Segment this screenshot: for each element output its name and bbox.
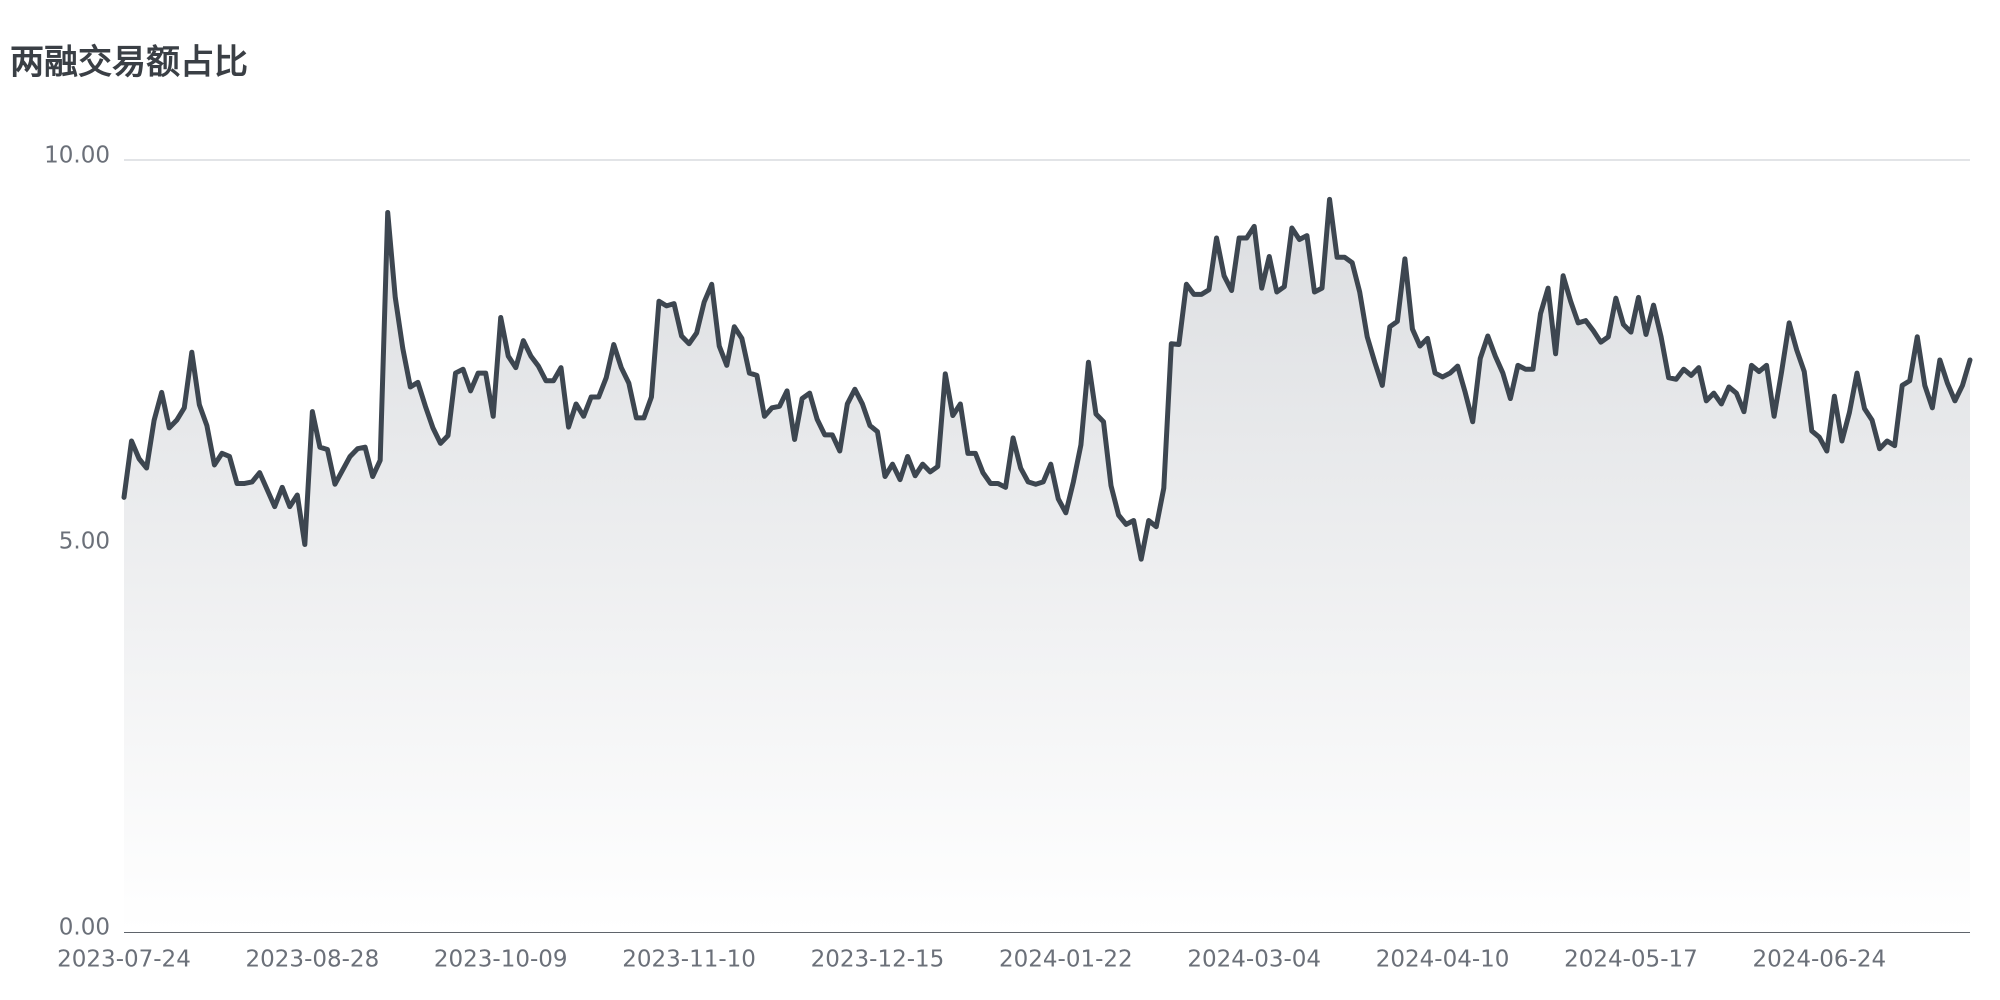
line xyxy=(121,196,1973,562)
x-tick-label: 2024-03-04 xyxy=(1187,947,1321,973)
x-tick-label: 2024-05-17 xyxy=(1564,947,1698,973)
y-tick-label: 10.00 xyxy=(44,143,110,169)
x-tick-label: 2023-11-10 xyxy=(622,947,756,973)
x-tick-label: 2024-04-10 xyxy=(1376,947,1510,973)
x-tick-label: 2024-01-22 xyxy=(999,947,1133,973)
x-tick-label: 2023-08-28 xyxy=(246,947,380,973)
x-tick-label: 2023-10-09 xyxy=(434,947,568,973)
x-tick-label: 2023-12-15 xyxy=(811,947,945,973)
y-tick-label: 5.00 xyxy=(59,529,110,555)
chart-title: 两融交易额占比 xyxy=(10,43,248,83)
y-tick-label: 0.00 xyxy=(59,915,110,941)
x-tick-label: 2024-06-24 xyxy=(1752,947,1886,973)
x-tick-label: 2023-07-24 xyxy=(57,947,191,973)
area-fill xyxy=(124,199,1970,932)
